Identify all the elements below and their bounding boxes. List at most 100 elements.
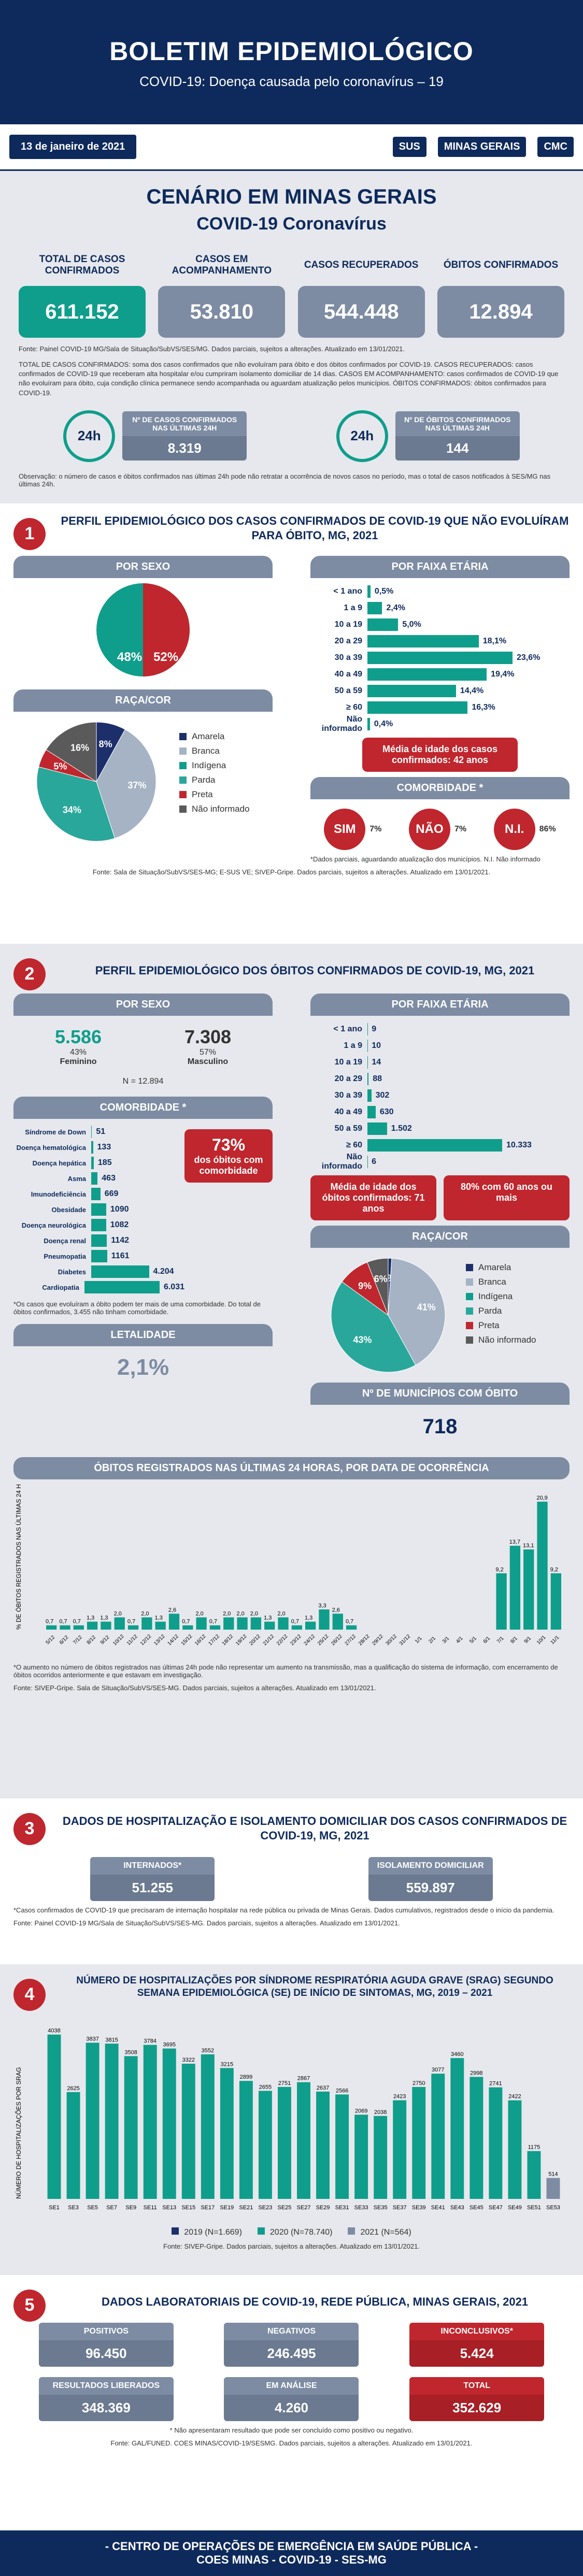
sus-logo: SUS bbox=[393, 137, 426, 157]
source-note: Fonte: GAL/FUNED. COES MINAS/COVID-19/SE… bbox=[13, 2439, 570, 2447]
comorb-value: 7% bbox=[369, 825, 381, 834]
section-number: 1 bbox=[13, 518, 46, 550]
bar bbox=[91, 1172, 97, 1185]
bar bbox=[316, 2092, 330, 2199]
source-note: Fonte: SIVEP-Gripe. Sala de Situação/Sub… bbox=[13, 1684, 570, 1692]
pct-60: 80% com 60 anos ou mais bbox=[444, 1175, 570, 1220]
source-note: Fonte: Painel COVID-19 MG/Sala de Situaç… bbox=[13, 1919, 570, 1927]
tick-label: SE3 bbox=[68, 2205, 79, 2211]
kpi-label: TOTAL DE CASOS CONFIRMADOS bbox=[19, 250, 146, 281]
source-note: Fonte: Painel COVID-19 MG/Sala de Situaç… bbox=[19, 345, 564, 353]
bar bbox=[333, 1614, 343, 1630]
last24-label: Nº DE ÓBITOS CONFIRMADOS NAS ÚLTIMAS 24H bbox=[395, 411, 520, 436]
tick-label: 11/12 bbox=[126, 1634, 139, 1647]
comorb-nao: NÃO bbox=[409, 809, 450, 850]
tab-obitos24: ÓBITOS REGISTRADOS NAS ÚLTIMAS 24 HORAS,… bbox=[13, 1457, 570, 1479]
last24-row: 24h Nº DE CASOS CONFIRMADOS NAS ÚLTIMAS … bbox=[19, 410, 564, 462]
hospitalized-label: INTERNADOS* bbox=[90, 1857, 215, 1875]
header: BOLETIM EPIDEMIOLÓGICO COVID-19: Doença … bbox=[0, 0, 583, 124]
data-label: 0,7 bbox=[127, 1619, 135, 1625]
tick-label: 30 a 39 bbox=[310, 1091, 367, 1100]
bar bbox=[551, 1574, 561, 1630]
data-label: 1161 bbox=[107, 1251, 130, 1261]
hospitalized-value: 51.255 bbox=[90, 1875, 215, 1901]
bar bbox=[367, 685, 456, 697]
tab-sexo: POR SEXO bbox=[13, 994, 273, 1016]
tick-label: 50 a 59 bbox=[310, 686, 367, 696]
page-subtitle: COVID-19: Doença causada pelo coronavíru… bbox=[0, 74, 583, 90]
section-title: PERFIL EPIDEMIOLÓGICO DOS ÓBITOS CONFIRM… bbox=[60, 954, 570, 978]
fem-deaths-pct: 43% bbox=[55, 1048, 102, 1057]
bar bbox=[367, 1089, 372, 1102]
tick-label: SE33 bbox=[354, 2205, 368, 2211]
bar bbox=[251, 1618, 261, 1630]
deaths24-note: *O aumento no número de óbitos registrad… bbox=[13, 1663, 570, 1679]
tick-label: 9/12 bbox=[99, 1634, 111, 1646]
lab-value: 352.629 bbox=[409, 2395, 544, 2421]
tick-label: 19/12 bbox=[235, 1634, 248, 1647]
bar bbox=[60, 1625, 70, 1630]
data-label: 3322 bbox=[182, 2057, 195, 2063]
lab-value: 246.495 bbox=[224, 2340, 359, 2367]
legend-item: Parda bbox=[466, 1306, 536, 1316]
data-label: 2,0 bbox=[250, 1611, 258, 1617]
section-1: 1 PERFIL EPIDEMIOLÓGICO DOS CASOS CONFIR… bbox=[0, 503, 583, 944]
tick-label: 21/12 bbox=[262, 1634, 276, 1647]
bar bbox=[210, 1625, 220, 1630]
section-5: 5 DADOS LABORATORIAIS DE COVID-19, REDE … bbox=[0, 2275, 583, 2472]
bar bbox=[91, 1250, 107, 1262]
data-label: 2,0 bbox=[277, 1611, 285, 1617]
lab-label: RESULTADOS LIBERADOS bbox=[39, 2377, 174, 2395]
bar bbox=[367, 701, 467, 714]
sex-pie: 48% 52% bbox=[13, 578, 273, 682]
tick-label: 40 a 49 bbox=[310, 670, 367, 679]
total-deaths: N = 12.894 bbox=[13, 1077, 273, 1086]
comorb-ni: N.I. bbox=[494, 809, 535, 850]
section-number: 4 bbox=[13, 1979, 46, 2011]
tick-label: SE27 bbox=[297, 2205, 311, 2211]
tick-label: SE41 bbox=[431, 2205, 445, 2211]
tick-label: 6/1 bbox=[482, 1635, 492, 1645]
tick-label: 26/12 bbox=[330, 1634, 344, 1647]
tick-label: SE31 bbox=[335, 2205, 349, 2211]
bar bbox=[86, 2043, 99, 2199]
tick-label: Cardiopatia bbox=[13, 1284, 84, 1291]
tick-label: 22/12 bbox=[276, 1634, 289, 1647]
tick-label: Pneumopatia bbox=[13, 1253, 91, 1260]
data-label: 4038 bbox=[48, 2028, 60, 2034]
comorb-pct-label: dos óbitos com comorbidade bbox=[191, 1155, 266, 1176]
section-2: 2 PERFIL EPIDEMIOLÓGICO DOS ÓBITOS CONFI… bbox=[0, 944, 583, 1798]
tick-label: SE17 bbox=[201, 2205, 215, 2211]
bulletin-date: 13 de janeiro de 2021 bbox=[9, 135, 136, 159]
tick-label: Não informado bbox=[310, 1153, 367, 1171]
clock-icon: 24h bbox=[63, 410, 115, 462]
data-label: 3552 bbox=[202, 2048, 214, 2054]
data-label: 2741 bbox=[489, 2081, 502, 2087]
tick-label: 16/12 bbox=[194, 1634, 207, 1647]
data-label: 514 bbox=[548, 2171, 558, 2178]
tick-label: SE13 bbox=[162, 2205, 176, 2211]
tick-label: 7/1 bbox=[496, 1635, 505, 1645]
data-label: 0,7 bbox=[182, 1619, 190, 1625]
legend-item: Não informado bbox=[179, 804, 250, 814]
tab-faixa: POR FAIXA ETÁRIA bbox=[310, 556, 570, 578]
tick-label: Doença hepática bbox=[13, 1159, 91, 1167]
tick-label: 4/1 bbox=[455, 1635, 464, 1645]
bar bbox=[305, 1622, 316, 1630]
data-label: 3784 bbox=[144, 2038, 156, 2045]
tick-label: 31/12 bbox=[399, 1634, 412, 1647]
bar bbox=[367, 1139, 502, 1152]
tick-label: SE43 bbox=[450, 2205, 464, 2211]
observation: Observação: o número de casos e óbitos c… bbox=[19, 472, 564, 488]
lab-box: INCONCLUSIVOS*5.424 bbox=[409, 2323, 544, 2367]
bar bbox=[537, 1502, 547, 1630]
